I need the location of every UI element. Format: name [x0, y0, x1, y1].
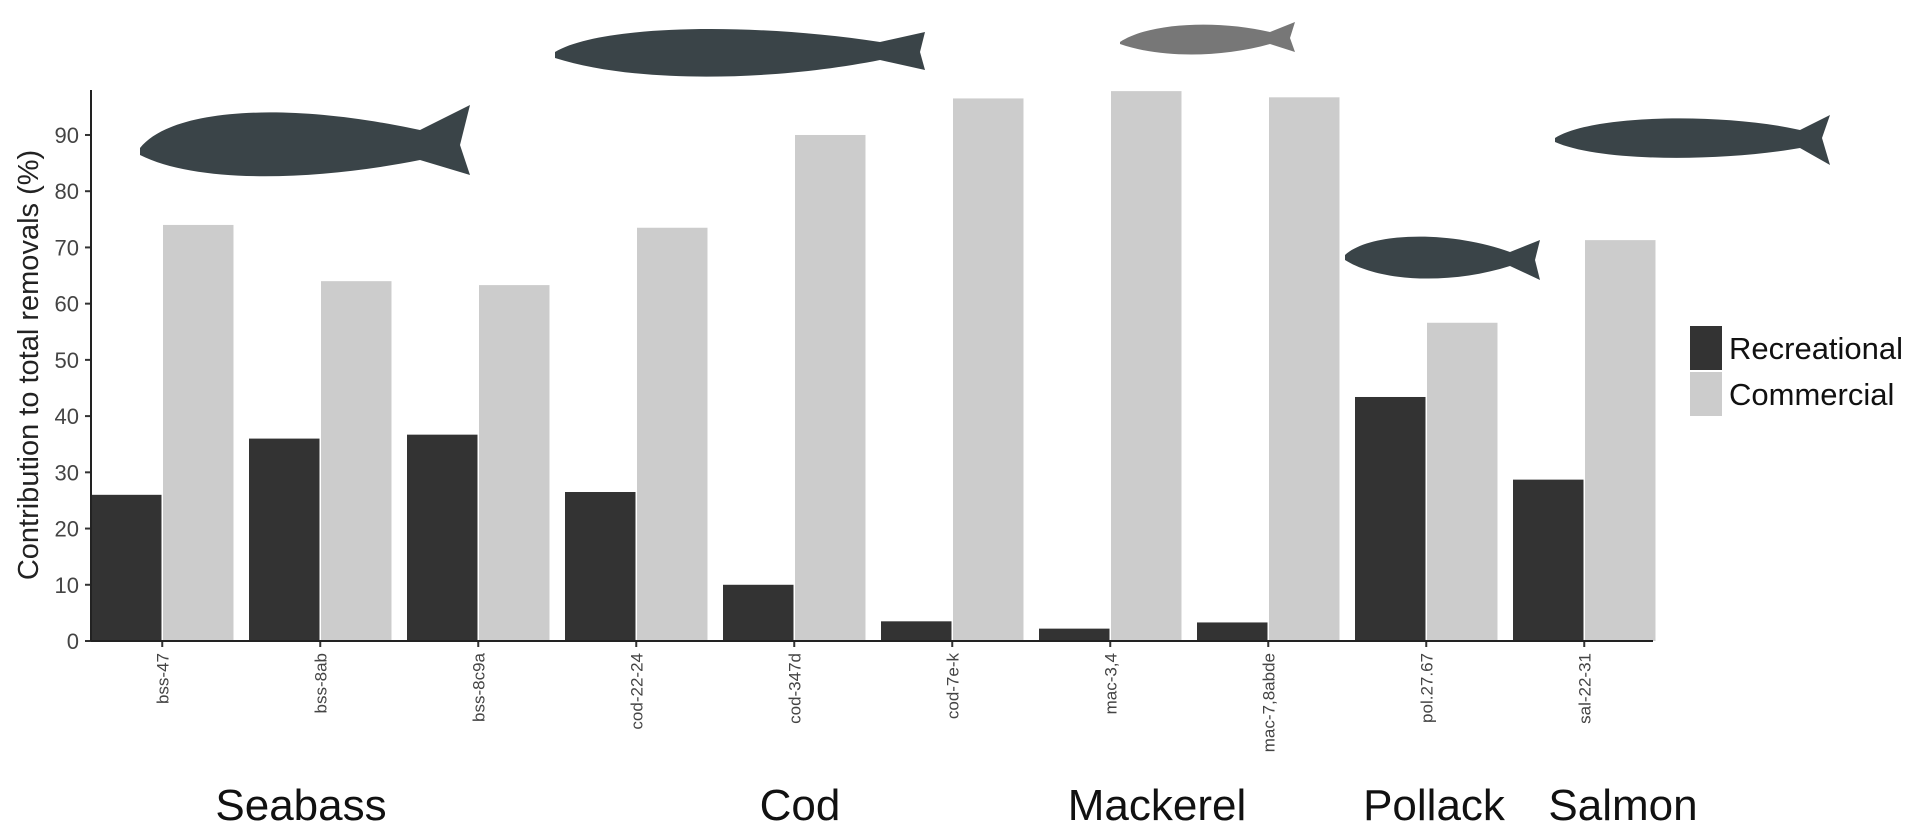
bar: [1427, 322, 1498, 641]
y-tick-label: 80: [55, 179, 79, 204]
bar: [637, 227, 708, 641]
bar: [1513, 479, 1584, 641]
legend-swatch: [1690, 372, 1722, 416]
bar: [1111, 91, 1182, 641]
group-label: Seabass: [215, 781, 386, 827]
y-tick-label: 60: [55, 292, 79, 317]
x-tick-label: bss-47: [153, 653, 172, 704]
y-tick-label: 10: [55, 573, 79, 598]
y-tick-label: 90: [55, 123, 79, 148]
bar: [953, 98, 1024, 642]
y-axis-label: Contribution to total removals (%): [13, 150, 45, 580]
bar: [1269, 97, 1340, 641]
y-tick-label: 30: [55, 460, 79, 485]
bar: [1355, 396, 1426, 641]
y-tick-label: 40: [55, 404, 79, 429]
bar: [1585, 240, 1656, 641]
y-tick-label: 20: [55, 517, 79, 542]
bar: [407, 434, 478, 641]
bar: [881, 621, 952, 641]
bar: [249, 438, 320, 641]
bar: [91, 494, 162, 641]
group-label: Salmon: [1548, 781, 1697, 827]
legend-swatch: [1690, 326, 1722, 370]
legend-label: Commercial: [1729, 377, 1894, 412]
bar: [321, 281, 392, 641]
legend-label: Recreational: [1729, 331, 1903, 366]
bar: [163, 224, 234, 641]
x-tick-label: bss-8ab: [311, 653, 330, 713]
bar: [565, 492, 636, 641]
x-tick-label: cod-347d: [785, 653, 804, 724]
fish-icons: [140, 22, 1830, 280]
y-tick-label: 50: [55, 348, 79, 373]
x-tick-label: sal-22-31: [1575, 653, 1594, 724]
y-tick-label: 0: [67, 629, 79, 654]
bar: [723, 584, 794, 641]
group-label: Pollack: [1363, 781, 1506, 827]
bar: [479, 285, 550, 641]
x-tick-label: pol.27.67: [1417, 653, 1436, 723]
y-tick-label: 70: [55, 235, 79, 260]
bar: [1197, 622, 1268, 641]
x-tick-label: cod-7e-k: [943, 653, 962, 720]
bar: [795, 134, 866, 641]
x-tick-label: cod-22-24: [627, 653, 646, 730]
x-tick-label: mac-3,4: [1101, 653, 1120, 714]
x-tick-label: mac-7,8abde: [1259, 653, 1278, 752]
bar: [1039, 628, 1110, 641]
group-label: Cod: [760, 781, 841, 827]
x-tick-label: bss-8c9a: [469, 652, 488, 722]
group-label: Mackerel: [1068, 781, 1247, 827]
